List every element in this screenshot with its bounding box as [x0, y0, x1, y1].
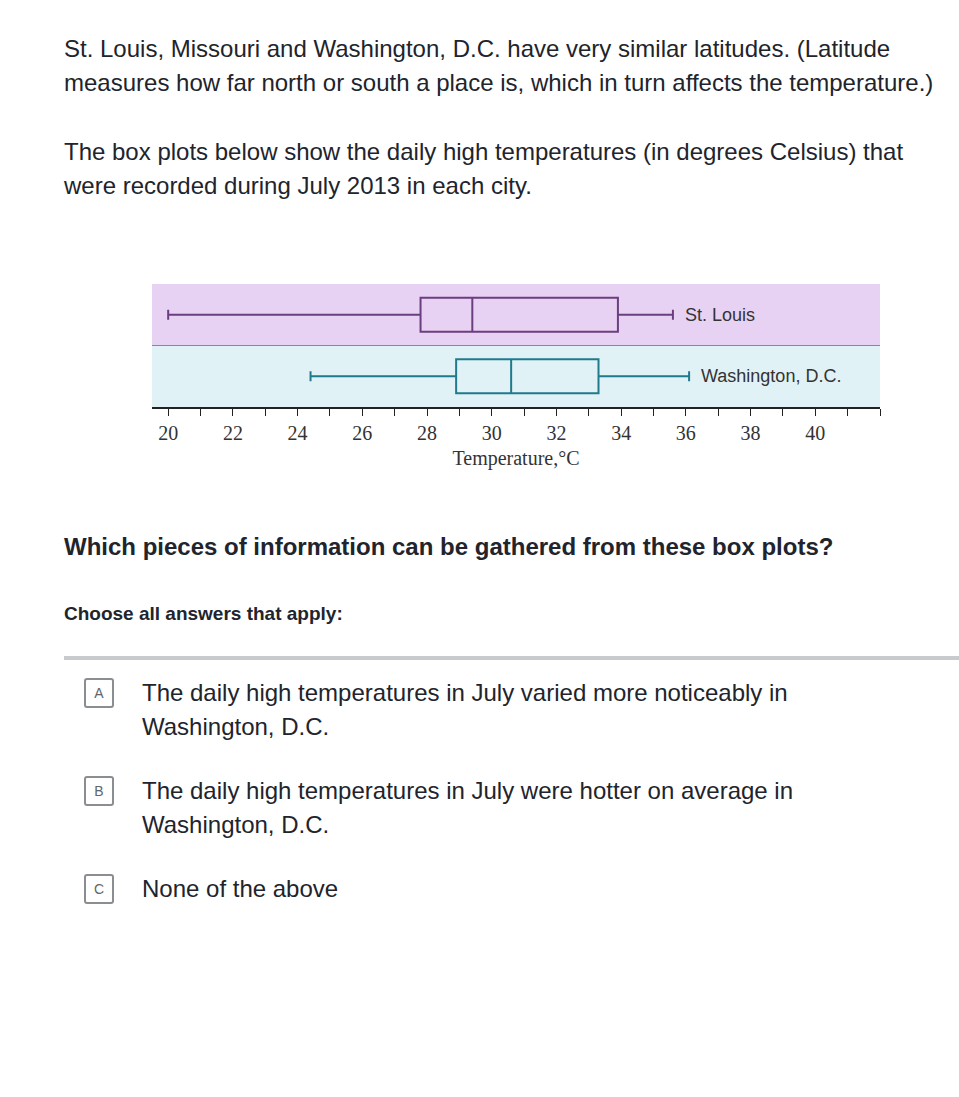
svg-text:32: 32	[546, 422, 566, 444]
svg-text:30: 30	[482, 422, 502, 444]
svg-text:20: 20	[158, 422, 178, 444]
svg-text:28: 28	[417, 422, 437, 444]
html-text:The daily high temperatures in: The daily high temperatures in July were…	[142, 777, 793, 838]
svg-text:22: 22	[223, 422, 243, 444]
html-text:St. Louis, Missouri and Washin: St. Louis, Missouri and Washington, D.C.…	[64, 35, 934, 96]
svg-text:26: 26	[352, 422, 372, 444]
html-text:Which pieces of information ca: Which pieces of information can be gathe…	[64, 533, 834, 560]
svg-text:24: 24	[288, 422, 308, 444]
svg-text:38: 38	[741, 422, 761, 444]
html-text:A: A	[94, 685, 104, 701]
html-text:C: C	[93, 881, 105, 897]
svg-text:34: 34	[611, 422, 631, 444]
html-text:Choose all answers that apply:: Choose all answers that apply:	[64, 603, 343, 624]
svg-text:36: 36	[676, 422, 696, 444]
html-text:The box plots below show the d: The box plots below show the daily high …	[64, 138, 904, 199]
svg-text:Washington, D.C.: Washington, D.C.	[701, 366, 841, 386]
svg-text:40: 40	[805, 422, 825, 444]
svg-text:St. Louis: St. Louis	[685, 305, 755, 325]
html-text:The daily high temperatures in: The daily high temperatures in July vari…	[142, 679, 788, 740]
svg-text:Temperature,°C: Temperature,°C	[452, 447, 579, 470]
html-text:None of the above: None of the above	[142, 875, 339, 902]
html-text:B: B	[94, 783, 104, 799]
